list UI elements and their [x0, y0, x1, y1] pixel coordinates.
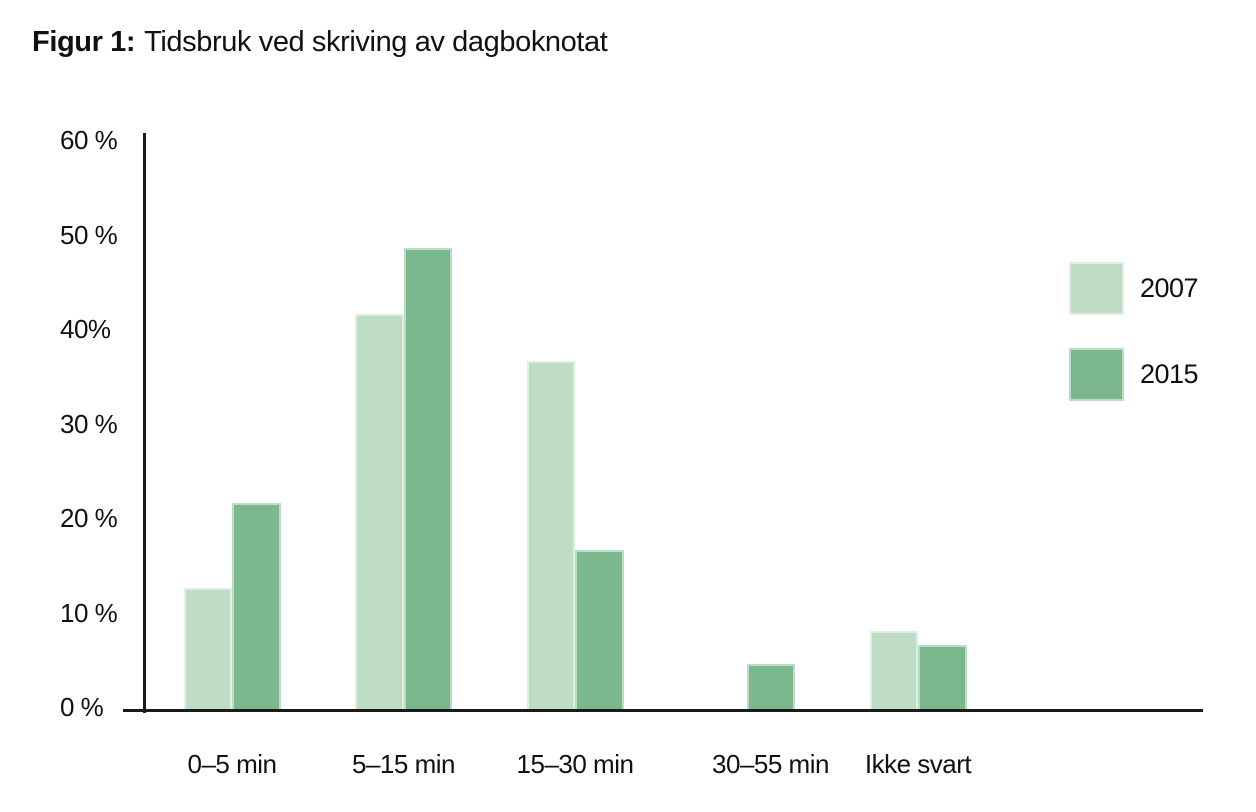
bar-2015-0–5-min: [232, 503, 281, 711]
legend-item-2007: 2007: [1069, 262, 1249, 315]
figure-title-prefix: Figur 1:: [32, 26, 136, 58]
bar-2007-0–5-min: [183, 588, 232, 711]
x-label-Ikke-svart: Ikke svart: [864, 749, 972, 779]
legend-swatch-2015: [1069, 348, 1124, 401]
legend-label-2007: 2007: [1140, 273, 1199, 303]
bar-2007-5–15-min: [355, 314, 404, 711]
legend-item-2015: 2015: [1069, 348, 1249, 401]
y-tick-label-10: 10 %: [60, 597, 118, 628]
y-tick-label-20: 20 %: [60, 503, 118, 534]
x-label-15–30-min: 15–30 min: [516, 749, 634, 779]
y-axis-line: [143, 133, 146, 713]
bar-2015-30–55-min: [746, 663, 795, 711]
x-axis-line: [123, 709, 1203, 712]
figure-title: Figur 1: Tidsbruk ved skriving av dagbokn…: [32, 26, 608, 59]
y-tick-label-0: 0 %: [60, 692, 104, 722]
y-tick-label-30: 30 %: [60, 408, 118, 439]
y-tick-label-60: 60 %: [60, 125, 118, 156]
bar-2015-Ikke-svart: [918, 644, 967, 711]
bar-2015-5–15-min: [403, 248, 452, 711]
y-tick-label-40: 40%: [60, 314, 111, 345]
figure-title-text: Tidsbruk ved skriving av dagboknotat: [144, 26, 608, 58]
bar-2007-15–30-min: [526, 361, 575, 711]
bar-2007-Ikke-svart: [869, 630, 918, 711]
x-label-5–15-min: 5–15 min: [352, 749, 455, 779]
legend-swatch-2007: [1069, 262, 1124, 315]
legend-label-2015: 2015: [1140, 359, 1199, 389]
x-label-0–5-min: 0–5 min: [187, 749, 278, 779]
y-tick-label-50: 50 %: [60, 219, 118, 250]
x-label-30–55-min: 30–55 min: [712, 749, 829, 779]
bar-2015-15–30-min: [575, 550, 624, 711]
